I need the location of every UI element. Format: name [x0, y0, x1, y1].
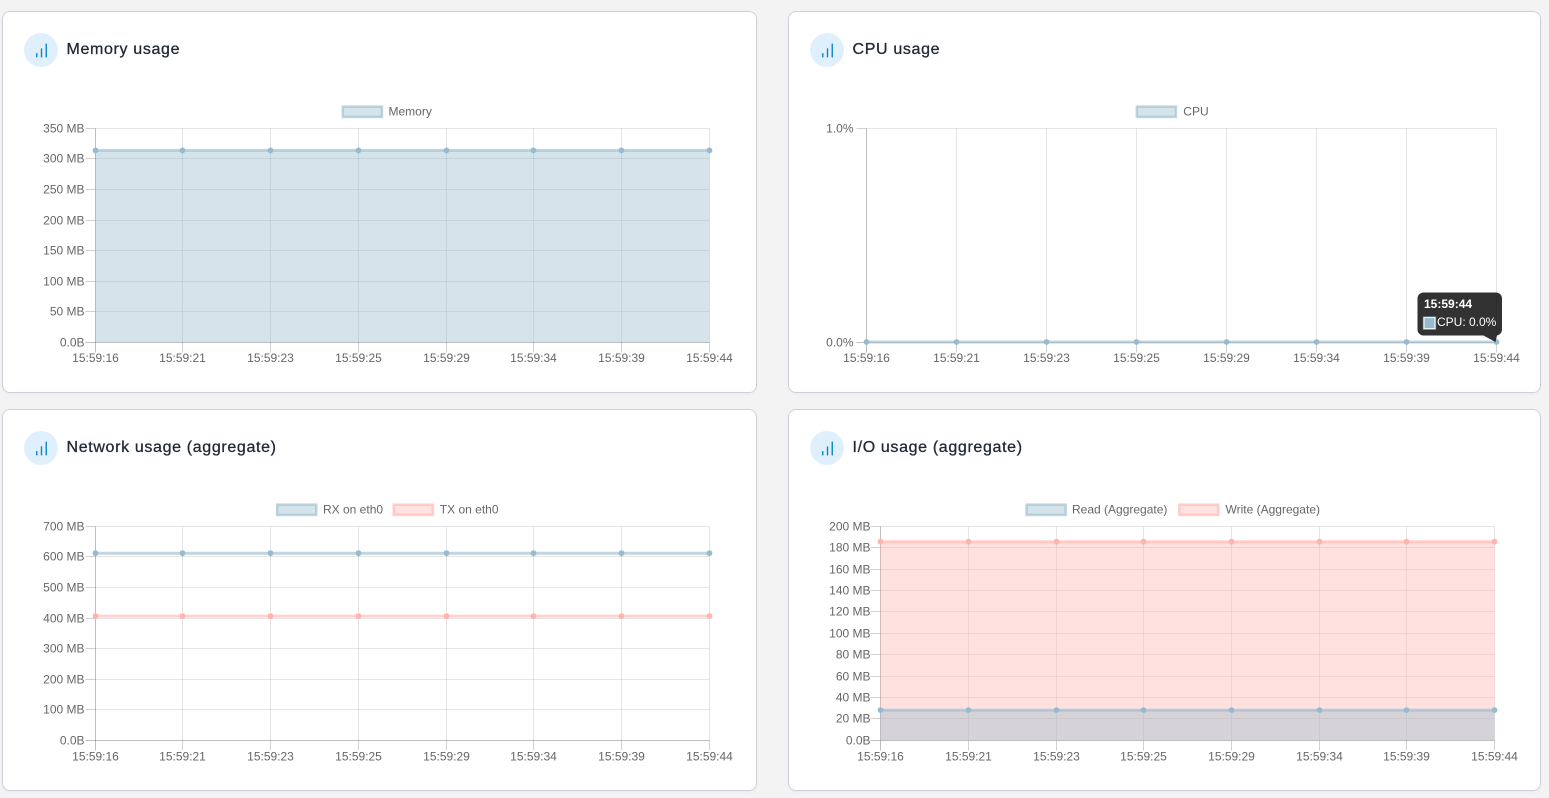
svg-text:100 MB: 100 MB: [829, 627, 870, 641]
svg-text:350 MB: 350 MB: [43, 122, 84, 136]
svg-text:0.0%: 0.0%: [826, 336, 854, 350]
svg-text:100 MB: 100 MB: [43, 703, 84, 717]
svg-text:15:59:29: 15:59:29: [1203, 351, 1250, 365]
svg-text:15:59:25: 15:59:25: [1113, 351, 1160, 365]
svg-text:15:59:29: 15:59:29: [423, 351, 470, 365]
svg-text:Write (Aggregate): Write (Aggregate): [1226, 503, 1320, 517]
svg-text:15:59:34: 15:59:34: [510, 351, 557, 365]
svg-text:50 MB: 50 MB: [50, 305, 85, 319]
svg-text:700 MB: 700 MB: [43, 520, 84, 534]
svg-text:15:59:25: 15:59:25: [335, 351, 382, 365]
svg-text:15:59:39: 15:59:39: [598, 750, 645, 764]
svg-text:15:59:44: 15:59:44: [1424, 297, 1472, 311]
svg-text:40 MB: 40 MB: [836, 691, 871, 705]
svg-text:Memory: Memory: [389, 105, 432, 119]
svg-text:15:59:39: 15:59:39: [1383, 351, 1430, 365]
svg-text:Read (Aggregate): Read (Aggregate): [1072, 503, 1167, 517]
svg-text:140 MB: 140 MB: [829, 584, 870, 598]
svg-text:15:59:16: 15:59:16: [72, 750, 119, 764]
svg-text:300 MB: 300 MB: [43, 152, 84, 166]
svg-text:15:59:21: 15:59:21: [159, 351, 206, 365]
svg-text:15:59:44: 15:59:44: [1473, 351, 1520, 365]
svg-text:CPU: CPU: [1183, 105, 1208, 119]
svg-text:15:59:21: 15:59:21: [945, 750, 992, 764]
svg-text:15:59:39: 15:59:39: [1383, 750, 1430, 764]
svg-text:CPU: 0.0%: CPU: 0.0%: [1437, 315, 1497, 329]
svg-text:15:59:39: 15:59:39: [598, 351, 645, 365]
svg-text:1.0%: 1.0%: [826, 122, 854, 136]
svg-text:15:59:29: 15:59:29: [423, 750, 470, 764]
svg-text:0.0B: 0.0B: [846, 734, 871, 748]
svg-text:15:59:34: 15:59:34: [1296, 750, 1343, 764]
svg-text:15:59:25: 15:59:25: [335, 750, 382, 764]
svg-text:500 MB: 500 MB: [43, 581, 84, 595]
svg-text:15:59:29: 15:59:29: [1208, 750, 1255, 764]
svg-text:180 MB: 180 MB: [829, 541, 870, 555]
svg-text:15:59:21: 15:59:21: [933, 351, 980, 365]
svg-text:15:59:34: 15:59:34: [510, 750, 557, 764]
svg-text:150 MB: 150 MB: [43, 244, 84, 258]
svg-text:15:59:44: 15:59:44: [686, 351, 733, 365]
svg-text:15:59:23: 15:59:23: [1023, 351, 1070, 365]
svg-text:20 MB: 20 MB: [836, 712, 871, 726]
svg-text:400 MB: 400 MB: [43, 612, 84, 626]
svg-text:160 MB: 160 MB: [829, 563, 870, 577]
svg-text:80 MB: 80 MB: [836, 648, 871, 662]
svg-text:15:59:23: 15:59:23: [247, 750, 294, 764]
svg-text:0.0B: 0.0B: [60, 734, 85, 748]
svg-text:15:59:16: 15:59:16: [843, 351, 890, 365]
svg-text:TX on eth0: TX on eth0: [440, 503, 499, 517]
svg-text:0.0B: 0.0B: [60, 336, 85, 350]
svg-text:RX on eth0: RX on eth0: [323, 503, 383, 517]
svg-text:100 MB: 100 MB: [43, 275, 84, 289]
svg-text:200 MB: 200 MB: [829, 520, 870, 534]
svg-text:15:59:34: 15:59:34: [1293, 351, 1340, 365]
svg-text:300 MB: 300 MB: [43, 642, 84, 656]
svg-text:250 MB: 250 MB: [43, 183, 84, 197]
svg-text:15:59:23: 15:59:23: [247, 351, 294, 365]
svg-text:15:59:25: 15:59:25: [1120, 750, 1167, 764]
svg-text:200 MB: 200 MB: [43, 214, 84, 228]
svg-text:15:59:21: 15:59:21: [159, 750, 206, 764]
svg-text:15:59:23: 15:59:23: [1033, 750, 1080, 764]
svg-text:120 MB: 120 MB: [829, 605, 870, 619]
svg-text:15:59:44: 15:59:44: [1471, 750, 1518, 764]
svg-text:15:59:16: 15:59:16: [72, 351, 119, 365]
svg-text:200 MB: 200 MB: [43, 673, 84, 687]
svg-text:60 MB: 60 MB: [836, 670, 871, 684]
svg-text:15:59:16: 15:59:16: [857, 750, 904, 764]
svg-text:600 MB: 600 MB: [43, 550, 84, 564]
svg-text:15:59:44: 15:59:44: [686, 750, 733, 764]
